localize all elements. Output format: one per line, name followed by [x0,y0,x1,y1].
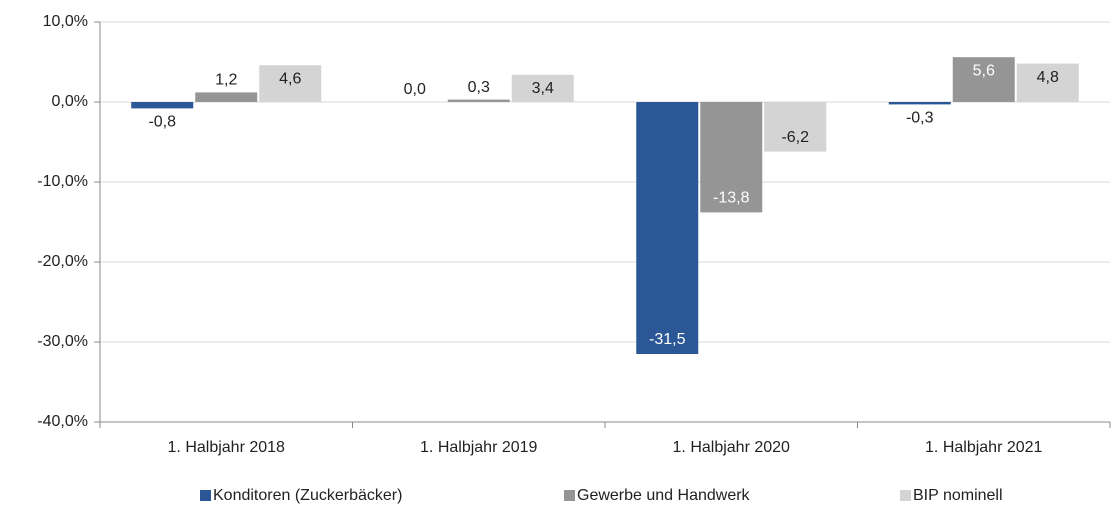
data-label: 4,6 [279,70,301,87]
data-label: 0,3 [468,79,490,96]
data-label: 1,2 [215,72,237,89]
bar [1016,63,1079,102]
y-tick-label: -20,0% [37,253,88,270]
data-label: 0,0 [404,81,426,98]
legend-label: Konditoren (Zuckerbäcker) [213,487,402,504]
legend-label: Gewerbe und Handwerk [577,487,751,504]
data-label: 5,6 [973,62,995,79]
data-label: 3,4 [532,80,554,97]
y-tick-label: -30,0% [37,333,88,350]
bar [195,92,258,102]
x-tick-label: 1. Halbjahr 2021 [925,439,1043,456]
bar [952,57,1015,102]
x-tick-label: 1. Halbjahr 2019 [420,439,538,456]
data-label: -0,3 [906,110,934,127]
data-label: -31,5 [649,331,686,348]
legend-label: BIP nominell [913,487,1003,504]
bar [131,102,194,109]
bar [764,102,827,152]
y-tick-label: -40,0% [37,413,88,430]
y-tick-label: -10,0% [37,173,88,190]
bar [636,102,699,354]
data-label: -0,8 [148,114,176,131]
legend-swatch [564,490,575,501]
bar [511,74,574,102]
x-tick-label: 1. Halbjahr 2018 [168,439,286,456]
legend-swatch [200,490,211,501]
bar [259,65,322,102]
data-label: 4,8 [1037,69,1059,86]
x-tick-label: 1. Halbjahr 2020 [673,439,791,456]
y-tick-label: 0,0% [52,93,88,110]
bar [700,102,763,213]
legend-swatch [900,490,911,501]
data-label: -6,2 [781,129,809,146]
y-tick-label: 10,0% [43,13,88,30]
bar [447,99,510,102]
bar [888,102,951,105]
data-label: -13,8 [713,190,750,207]
